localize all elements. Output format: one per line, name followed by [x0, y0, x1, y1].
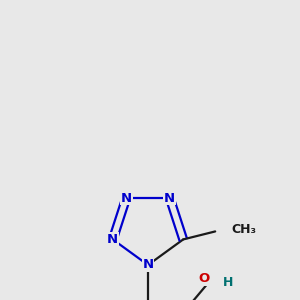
Text: N: N — [142, 259, 154, 272]
Text: H: H — [223, 276, 233, 289]
Text: O: O — [198, 272, 210, 285]
Text: N: N — [164, 192, 175, 205]
Text: N: N — [107, 233, 118, 246]
Text: N: N — [121, 192, 132, 205]
Text: CH₃: CH₃ — [231, 223, 256, 236]
